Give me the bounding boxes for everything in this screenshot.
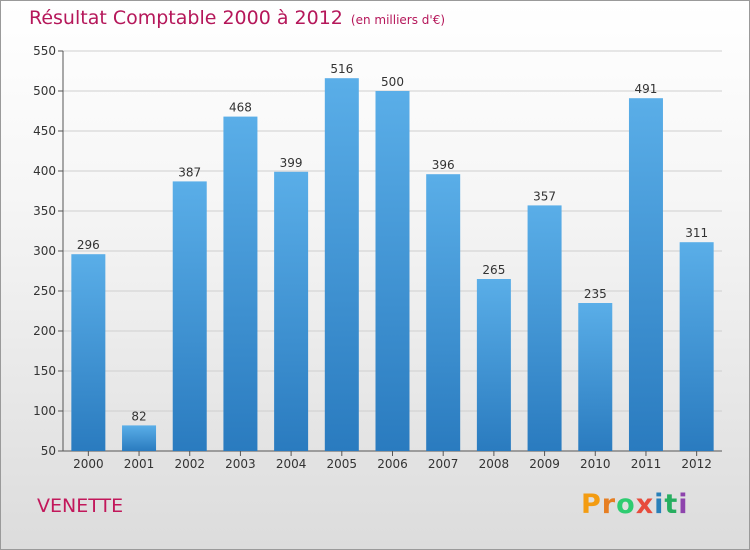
logo-letter: P — [581, 489, 602, 520]
bar-2004 — [274, 171, 309, 452]
x-tick-label: 2006 — [377, 457, 408, 471]
bar-value-label: 491 — [635, 82, 658, 96]
bar-2001 — [122, 425, 157, 451]
y-tick-label: 350 — [33, 204, 56, 218]
place-name: VENETTE — [37, 495, 124, 517]
bar-value-label: 296 — [77, 238, 100, 252]
y-tick-label: 400 — [33, 164, 56, 178]
logo-letter: x — [635, 489, 655, 520]
y-tick-label: 150 — [33, 364, 56, 378]
logo-letter: t — [664, 489, 679, 520]
x-tick-label: 2012 — [681, 457, 712, 471]
y-tick-label: 50 — [41, 444, 56, 458]
labels: 50 100 150 200 250 300 350 400 450 500 550 296 2000 8… — [33, 44, 712, 471]
bar-value-label: 82 — [131, 409, 146, 423]
y-tick-label: 550 — [33, 44, 56, 58]
bar-2011 — [628, 98, 663, 451]
chart-title-text: Résultat Comptable 2000 à 2012 — [29, 7, 343, 29]
logo-letter: i — [654, 489, 665, 520]
proxiti-logo: Proxiti — [581, 489, 689, 520]
y-tick-label: 100 — [33, 404, 56, 418]
x-tick-label: 2003 — [225, 457, 256, 471]
x-tick-label: 2009 — [529, 457, 560, 471]
bar-2005 — [324, 78, 359, 451]
bar-value-label: 399 — [280, 156, 303, 170]
y-tick-label: 500 — [33, 84, 56, 98]
x-tick-label: 2002 — [174, 457, 205, 471]
bar-2009 — [527, 205, 562, 451]
bar-2000 — [71, 254, 106, 451]
bar-value-label: 265 — [482, 263, 505, 277]
bar-2003 — [223, 116, 258, 451]
x-tick-label: 2001 — [124, 457, 155, 471]
x-tick-label: 2004 — [276, 457, 307, 471]
bar-2012 — [679, 242, 714, 451]
x-tick-label: 2008 — [479, 457, 510, 471]
bar-2008 — [476, 279, 511, 451]
bar-2007 — [426, 174, 461, 451]
bar-2006 — [375, 91, 410, 451]
bar-value-label: 357 — [533, 189, 556, 203]
bar-2002 — [172, 181, 207, 451]
y-tick-label: 200 — [33, 324, 56, 338]
x-tick-label: 2011 — [631, 457, 662, 471]
chart-subtitle: (en milliers d'€) — [350, 13, 446, 27]
bar-value-label: 516 — [330, 62, 353, 76]
bar-value-label: 311 — [685, 226, 708, 240]
chart-title: Résultat Comptable 2000 à 2012 (en millie… — [29, 7, 445, 29]
x-tick-label: 2010 — [580, 457, 611, 471]
y-tick-label: 450 — [33, 124, 56, 138]
bars — [71, 78, 714, 452]
logo-letter: i — [678, 489, 689, 520]
bar-value-label: 396 — [432, 158, 455, 172]
bar-value-label: 387 — [178, 165, 201, 179]
x-tick-label: 2005 — [327, 457, 358, 471]
bar-2010 — [578, 303, 613, 451]
x-tick-label: 2007 — [428, 457, 459, 471]
y-tick-label: 300 — [33, 244, 56, 258]
x-tick-label: 2000 — [73, 457, 104, 471]
y-tick-label: 250 — [33, 284, 56, 298]
bar-value-label: 235 — [584, 287, 607, 301]
logo-letter: r — [601, 489, 617, 520]
bar-value-label: 500 — [381, 75, 404, 89]
bar-value-label: 468 — [229, 101, 252, 115]
logo-letter: o — [616, 489, 636, 520]
